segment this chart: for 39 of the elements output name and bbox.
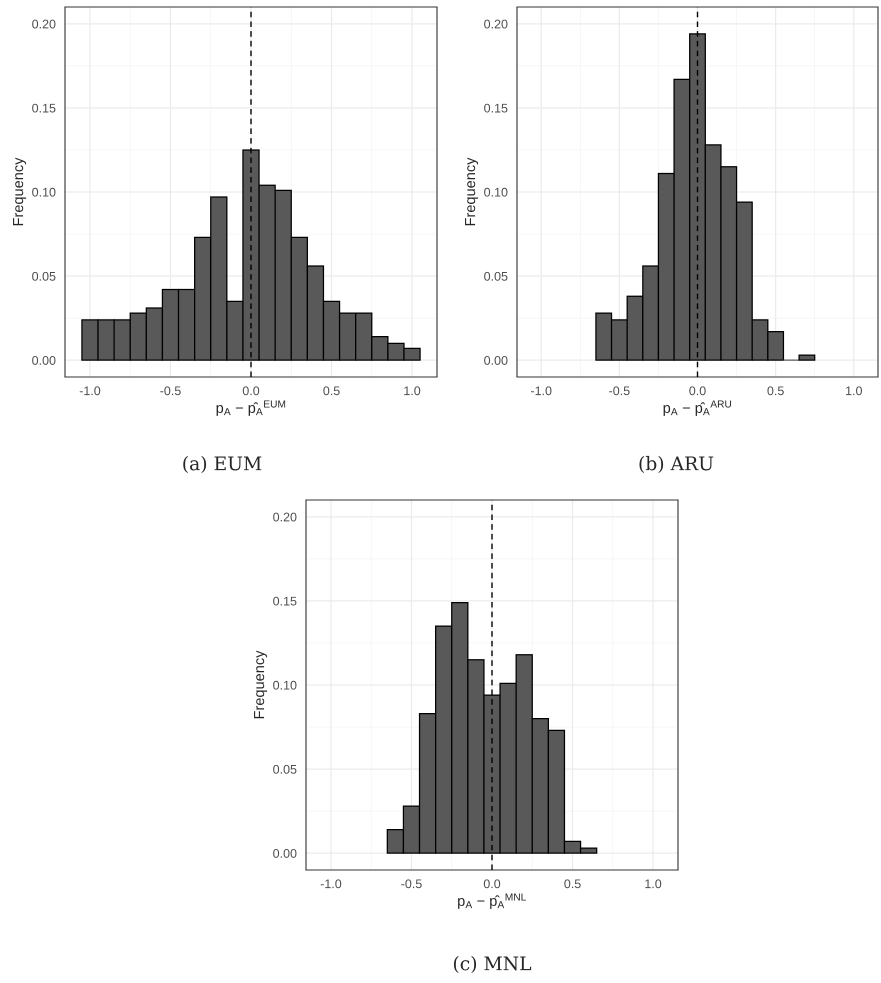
y-tick-label: 0.20: [484, 20, 508, 28]
x-tick-label: 1.0: [404, 386, 420, 396]
x-tick-label: 0.5: [323, 386, 340, 396]
x-tick-label: 0.0: [242, 386, 260, 396]
y-tick-label: 0.00: [273, 848, 296, 858]
y-tick-label: 0.05: [273, 764, 296, 774]
x-tick-label: -1.0: [531, 386, 552, 396]
y-tick-label: 0.05: [32, 272, 56, 281]
x-axis-title: p$_{A}$ − p̂$_{A}$$^{MNL}$: [458, 893, 526, 909]
y-tick-label: 0.20: [32, 20, 56, 28]
x-tick-label: 0.5: [564, 879, 581, 888]
x-tick-label: -1.0: [80, 386, 100, 396]
x-tick-label: 0.5: [767, 386, 784, 396]
y-tick-label: 0.05: [484, 272, 508, 281]
x-tick-label: -0.5: [609, 386, 630, 396]
x-tick-label: 0.0: [689, 386, 706, 396]
y-tick-label: 0.10: [273, 680, 296, 690]
y-axis-title: Frequency: [465, 158, 478, 226]
x-tick-label: 1.0: [645, 879, 662, 888]
y-tick-label: 0.10: [484, 188, 508, 197]
text: (a) EUM: [183, 456, 262, 474]
y-axis-title: Frequency: [254, 650, 268, 718]
text: (c) MNL: [454, 956, 532, 974]
x-tick-label: -0.5: [160, 386, 181, 396]
y-axis-title: Frequency: [13, 158, 26, 226]
y-tick-label: 0.15: [32, 104, 56, 113]
x-tick-label: -0.5: [401, 879, 422, 888]
x-axis-title: p$_{A}$ − p̂$_{A}$$^{EUM}$: [216, 400, 286, 416]
text: (b) ARU: [639, 456, 714, 474]
y-tick-label: 0.15: [273, 596, 296, 606]
x-tick-label: 0.0: [484, 879, 500, 888]
y-tick-label: 0.10: [32, 188, 56, 197]
y-tick-label: 0.20: [273, 512, 296, 522]
x-tick-label: 1.0: [846, 386, 862, 396]
y-tick-label: 0.15: [484, 104, 508, 113]
y-tick-label: 0.00: [32, 356, 56, 365]
x-axis-title: p$_{A}$ − p̂$_{A}$$^{ARU}$: [664, 400, 732, 416]
y-tick-label: 0.00: [484, 356, 508, 365]
x-tick-label: -1.0: [320, 879, 342, 888]
